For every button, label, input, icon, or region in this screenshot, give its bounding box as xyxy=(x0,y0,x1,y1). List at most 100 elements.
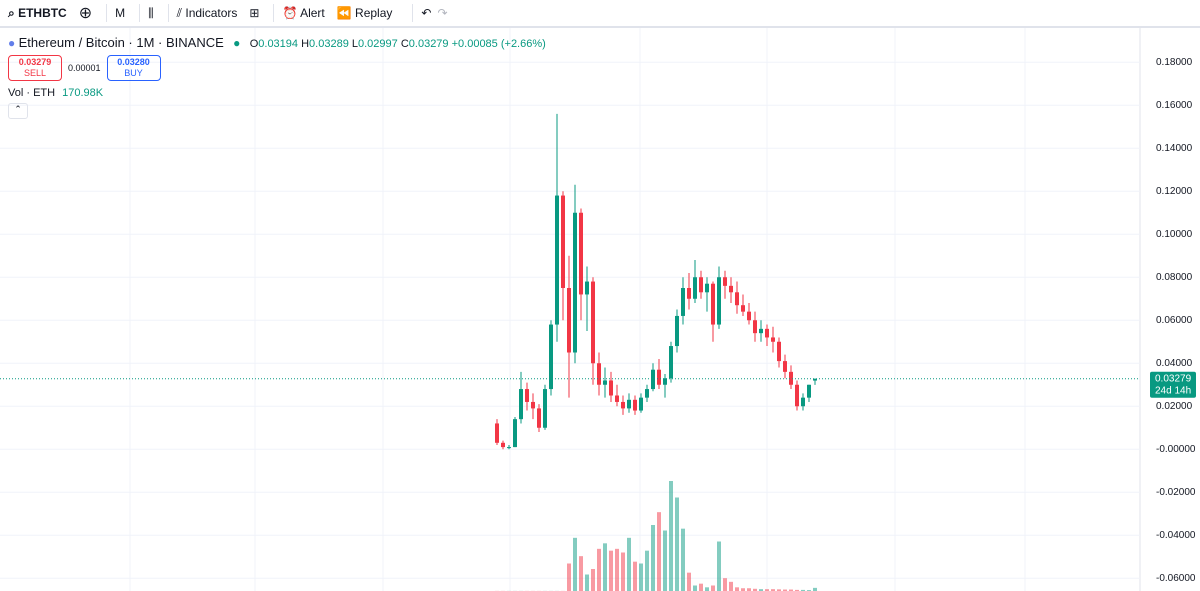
volume-bar xyxy=(693,585,697,591)
symbol[interactable]: ⌕ ETHBTC xyxy=(8,5,67,20)
volume-bar xyxy=(699,583,703,591)
volume-bar xyxy=(687,572,691,591)
candle-body xyxy=(657,369,661,385)
layouts[interactable]: ⊞ xyxy=(249,6,260,20)
y-tick-label: 0.16000 xyxy=(1156,100,1193,111)
buy-button[interactable]: 0.03280 BUY xyxy=(106,55,161,81)
volume-bar xyxy=(717,541,721,591)
c-label: C xyxy=(400,38,409,50)
h-value: 0.03289 xyxy=(309,38,349,50)
candle-body xyxy=(741,305,745,312)
chart-type[interactable]: ⫼ xyxy=(148,5,154,20)
volume-bar xyxy=(777,589,781,591)
candle-body xyxy=(567,288,571,353)
volume-bar xyxy=(711,585,715,591)
interval[interactable]: M xyxy=(115,6,126,20)
candle-body xyxy=(801,397,805,407)
volume-bar xyxy=(567,563,571,591)
toolbar: ⌕ ETHBTC ⊕ M ⫼ ⫽ Indicators ⊞ ⏰ Alert ⏪ … xyxy=(0,0,1200,28)
candle-body xyxy=(771,337,775,342)
candle-body xyxy=(687,288,691,299)
volume-bar xyxy=(789,589,793,591)
candle-body xyxy=(651,369,655,390)
legend-title: Ethereum / Bitcoin · 1M · BINANCE xyxy=(18,35,224,50)
ohlc: O0.03194 H0.03289 L0.02997 C0.03279 +0.0… xyxy=(250,38,546,50)
sell-price: 0.03279 xyxy=(18,57,52,67)
redo[interactable]: ↷ xyxy=(437,6,448,20)
y-tick-label: -0.06000 xyxy=(1156,573,1196,584)
y-tick-label: 0.18000 xyxy=(1156,57,1193,68)
candle-body xyxy=(759,328,763,334)
y-tick-label: 0.04000 xyxy=(1156,358,1193,369)
collapse-button[interactable]: ⌃ xyxy=(8,103,28,119)
candle-body xyxy=(639,397,643,411)
candle-body xyxy=(543,389,547,428)
candle-body xyxy=(783,361,787,372)
vol-name: Vol · ETH xyxy=(8,87,56,99)
volume-bar xyxy=(801,589,805,591)
volume-bar xyxy=(621,552,625,591)
volume-bar xyxy=(633,561,637,591)
volume-bar xyxy=(729,581,733,591)
eth-icon: ● xyxy=(8,36,16,50)
candle-body xyxy=(765,328,769,338)
candle-body xyxy=(537,408,541,428)
y-tick-label: -0.02000 xyxy=(1156,487,1196,498)
volume-bar xyxy=(579,556,583,591)
volume-bar xyxy=(669,481,673,591)
volume-bar xyxy=(657,512,661,591)
volume-bar xyxy=(603,543,607,591)
add-symbol[interactable]: ⊕ xyxy=(78,5,93,22)
candle-body xyxy=(807,384,811,398)
volume-bar xyxy=(705,587,709,591)
volume-bar xyxy=(723,578,727,591)
candle-body xyxy=(753,320,757,334)
candle-body xyxy=(645,389,649,398)
y-tick-label: 0.02000 xyxy=(1156,401,1193,412)
candle-body xyxy=(585,281,589,295)
candle-body xyxy=(789,371,793,385)
replay[interactable]: ⏪ Replay xyxy=(336,6,393,20)
indicators[interactable]: ⫽ Indicators xyxy=(176,5,238,20)
volume-bar xyxy=(795,589,799,591)
candle-body xyxy=(603,380,607,385)
candle-body xyxy=(669,346,673,379)
y-tick-label: 0.10000 xyxy=(1156,229,1193,240)
volume-bar xyxy=(771,589,775,591)
countdown: 24d 14h xyxy=(1155,385,1191,396)
volume-bar xyxy=(681,528,685,591)
volume-bar xyxy=(765,589,769,591)
candle-body xyxy=(663,378,667,385)
volume-bar xyxy=(615,548,619,591)
candle-body xyxy=(597,363,601,385)
volume-bar xyxy=(573,537,577,591)
candle-body xyxy=(627,399,631,409)
o-value: 0.03194 xyxy=(258,38,299,50)
candle-body xyxy=(531,401,535,409)
buy-text: BUY xyxy=(124,68,143,78)
c-value: 0.03279 xyxy=(408,38,449,50)
candle-body xyxy=(549,324,553,390)
volume-bar xyxy=(597,548,601,591)
volume-bar xyxy=(591,569,595,591)
legend: ● Ethereum / Bitcoin · 1M · BINANCE ● O0… xyxy=(8,35,546,119)
volume-bar xyxy=(675,497,679,591)
candle-body xyxy=(717,277,721,325)
alert[interactable]: ⏰ Alert xyxy=(282,6,325,20)
price-label-box xyxy=(1150,371,1196,398)
candle-body xyxy=(693,277,697,299)
y-tick-label: 0.08000 xyxy=(1156,272,1193,283)
volume-bar xyxy=(735,587,739,591)
change: +0.00085 (+2.66%) xyxy=(451,38,546,50)
sell-button[interactable]: 0.03279 SELL xyxy=(8,55,62,81)
undo[interactable]: ↶ xyxy=(421,6,432,20)
candle-body xyxy=(675,315,679,347)
volume-bar xyxy=(813,587,817,591)
candle-body xyxy=(723,277,727,286)
candle-body xyxy=(615,395,619,402)
volume-bar xyxy=(639,563,643,591)
candle-body xyxy=(621,401,625,409)
candle-body xyxy=(495,423,499,443)
